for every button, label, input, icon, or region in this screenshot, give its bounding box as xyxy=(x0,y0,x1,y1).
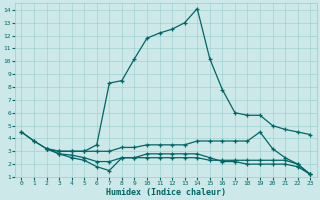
X-axis label: Humidex (Indice chaleur): Humidex (Indice chaleur) xyxy=(106,188,226,197)
